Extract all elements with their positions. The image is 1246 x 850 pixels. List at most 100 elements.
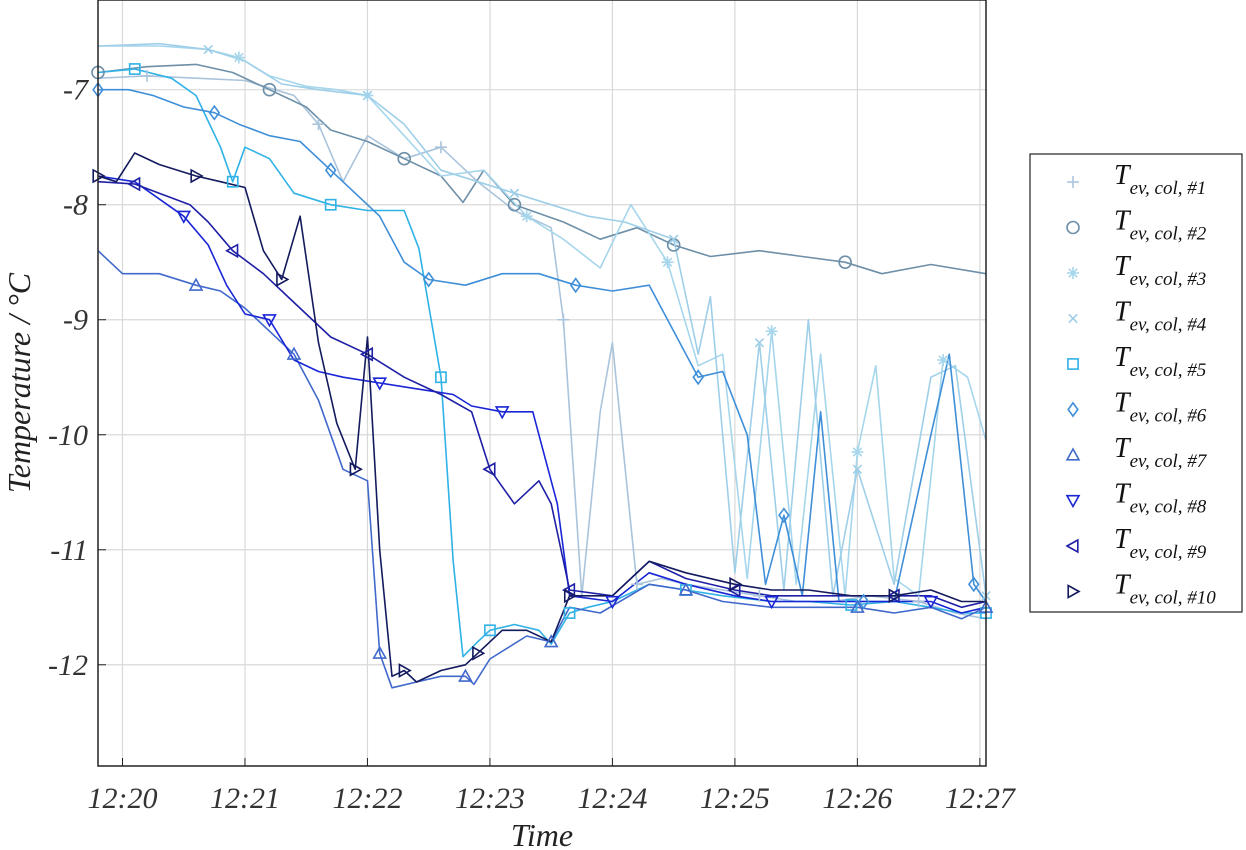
legend-item: Tev, col, #8 <box>1065 479 1207 518</box>
x-axis-tick-labels: 12:20 12:21 12:22 12:23 12:24 12:25 12:26 12:27 <box>87 782 1016 815</box>
series-marker <box>692 369 704 386</box>
legend-label: Tev, col, #9 <box>1114 524 1207 563</box>
legend-label: Tev, col, #8 <box>1114 479 1207 518</box>
series-marker <box>765 325 778 338</box>
series-marker <box>262 82 277 97</box>
x-axis-label: Time <box>511 817 573 850</box>
series-marker <box>398 663 412 678</box>
legend-label: Tev, col, #2 <box>1114 206 1207 245</box>
series-marker <box>188 277 204 291</box>
legend-item: Tev, col, #1 <box>1067 160 1206 199</box>
series-line <box>97 75 987 620</box>
legend-item: Tev, col, #6 <box>1067 388 1207 427</box>
series-line <box>97 180 987 609</box>
y-tick-label: -12 <box>48 649 88 682</box>
series-marker <box>324 162 337 179</box>
y-axis-label: Temperature / °C <box>1 272 37 493</box>
series-lines <box>97 42 987 689</box>
legend-item: Tev, col, #7 <box>1065 433 1208 472</box>
legend-item: Tev, col, #5 <box>1067 342 1206 381</box>
series-marker <box>190 168 204 184</box>
series-marker <box>850 599 865 613</box>
legend: Tev, col, #1 Tev, col, #2 Tev, col, #3 Tev,… <box>1029 153 1243 613</box>
series-marker <box>434 141 447 154</box>
series-marker <box>563 607 576 619</box>
series-marker <box>1067 401 1079 418</box>
series-line <box>98 88 987 603</box>
series-marker <box>482 461 496 477</box>
series-marker <box>422 271 435 288</box>
series-marker <box>557 313 570 326</box>
series-marker <box>484 624 496 637</box>
series-line <box>97 175 987 614</box>
series-marker <box>753 589 766 602</box>
series-marker <box>729 576 743 592</box>
legend-label: Tev, col, #10 <box>1114 570 1216 609</box>
series-marker <box>286 346 302 360</box>
series-marker <box>937 353 950 366</box>
series-marker <box>888 588 902 604</box>
series-marker <box>923 595 939 610</box>
legend-item: Tev, col, #4 <box>1068 297 1207 336</box>
series-markers <box>91 44 994 682</box>
grid-lines <box>98 0 986 766</box>
series-line <box>97 152 986 683</box>
series-marker <box>1065 538 1079 554</box>
series-marker <box>312 118 325 131</box>
series-marker <box>226 175 239 188</box>
series-marker <box>569 277 582 294</box>
series-marker <box>605 595 620 610</box>
x-tick-label: 12:26 <box>822 782 892 815</box>
y-tick-label: -11 <box>50 534 88 567</box>
series-marker <box>324 198 337 211</box>
series-marker <box>208 104 221 121</box>
series-marker <box>1068 313 1078 324</box>
x-tick-label: 12:23 <box>455 782 525 815</box>
series-marker <box>435 371 447 384</box>
series-marker <box>1067 584 1081 599</box>
series-marker <box>543 634 559 648</box>
series-line <box>97 68 986 658</box>
series-marker <box>276 272 290 287</box>
legend-label: Tev, col, #6 <box>1114 388 1207 427</box>
series-marker <box>857 593 870 610</box>
legend-label: Tev, col, #7 <box>1114 433 1208 472</box>
series-marker <box>845 599 858 611</box>
series-marker <box>764 595 780 610</box>
series-line <box>98 45 987 597</box>
legend-label: Tev, col, #4 <box>1114 297 1207 336</box>
y-tick-label: -9 <box>63 304 88 337</box>
legend-item: Tev, col, #10 <box>1067 570 1216 609</box>
series-marker <box>494 406 510 420</box>
series-marker <box>1067 176 1079 188</box>
legend-label: Tev, col, #3 <box>1114 251 1206 290</box>
series-line <box>97 42 987 597</box>
x-tick-label: 12:21 <box>210 782 280 815</box>
series-marker <box>1067 358 1079 370</box>
series-marker <box>678 582 694 596</box>
legend-item: Tev, col, #3 <box>1067 251 1206 290</box>
series-marker <box>661 256 674 269</box>
series-marker <box>127 176 141 192</box>
series-marker <box>563 588 578 604</box>
series-marker <box>967 576 980 593</box>
series-marker <box>262 314 277 328</box>
series-marker <box>851 446 864 459</box>
series-marker <box>458 668 473 682</box>
series-marker <box>507 197 522 212</box>
series-marker <box>372 645 388 659</box>
series-marker <box>912 595 925 608</box>
series-marker <box>372 377 388 391</box>
legend-item: Tev, col, #9 <box>1065 524 1207 563</box>
series-marker <box>397 151 412 166</box>
series-line <box>97 63 987 275</box>
series-marker <box>1065 494 1081 509</box>
series-marker <box>754 337 765 348</box>
series-marker <box>359 346 374 362</box>
legend-frame <box>1029 153 1243 613</box>
series-marker <box>472 645 486 661</box>
x-tick-label: 12:22 <box>332 782 402 815</box>
x-tick-label: 12:27 <box>945 782 1017 815</box>
series-marker <box>1067 267 1079 279</box>
